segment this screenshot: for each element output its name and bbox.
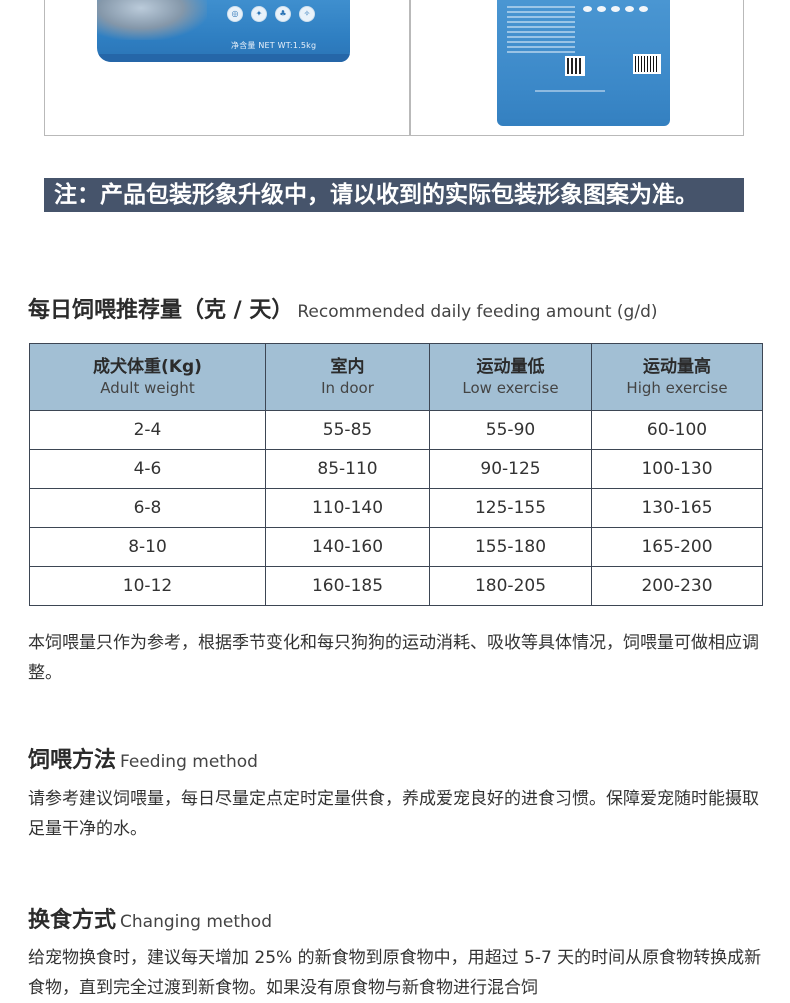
table-cell: 200-230 bbox=[591, 566, 763, 606]
changing-method-text: 给宠物换食时，建议每天增加 25% 的新食物到原食物中，用超过 5-7 天的时间… bbox=[28, 948, 762, 998]
bag-back-text-block bbox=[507, 6, 575, 56]
column-header: 室内 In door bbox=[265, 343, 430, 411]
feeding-amount-heading: 每日饲喂推荐量（克 / 天） Recommended daily feeding … bbox=[28, 292, 658, 324]
feeding-method-title-en: Feeding method bbox=[120, 752, 258, 772]
product-photo-frame bbox=[44, 0, 744, 136]
feeding-method-text: 请参考建议饲喂量，每日尽量定点定时定量供食，养成爱宠良好的进食习惯。保障爱宠随时… bbox=[28, 789, 759, 839]
table-cell: 2-4 bbox=[29, 410, 266, 450]
column-header: 运动量高 High exercise bbox=[591, 343, 763, 411]
table-cell: 85-110 bbox=[265, 449, 430, 489]
bag-back-small-text bbox=[535, 90, 605, 92]
column-header: 成犬体重(Kg) Adult weight bbox=[29, 343, 266, 411]
product-bag-back-image bbox=[497, 0, 670, 126]
table-cell: 180-205 bbox=[429, 566, 592, 606]
column-header-en: High exercise bbox=[626, 379, 728, 397]
product-bag-front-image: ◎ ✦ ♣ ✧ 净含量 NET WT:1.5kg bbox=[97, 0, 350, 62]
table-cell: 4-6 bbox=[29, 449, 266, 489]
table-row: 2-4 55-85 55-90 60-100 bbox=[29, 410, 763, 450]
packaging-notice-banner: 注：产品包装形象升级中，请以收到的实际包装形象图案为准。 bbox=[44, 178, 744, 212]
column-header: 运动量低 Low exercise bbox=[429, 343, 592, 411]
table-cell: 10-12 bbox=[29, 566, 266, 606]
table-cell: 60-100 bbox=[591, 410, 763, 450]
qr-code-icon bbox=[565, 56, 585, 76]
column-header-en: In door bbox=[321, 379, 374, 397]
table-cell: 110-140 bbox=[265, 488, 430, 528]
photo-divider bbox=[409, 0, 411, 136]
table-cell: 140-160 bbox=[265, 527, 430, 567]
table-cell: 130-165 bbox=[591, 488, 763, 528]
column-header-cn: 运动量低 bbox=[476, 357, 545, 377]
feeding-amount-table: 成犬体重(Kg) Adult weight 室内 In door 运动量低 Lo… bbox=[29, 343, 763, 606]
table-row: 6-8 110-140 125-155 130-165 bbox=[29, 488, 763, 528]
changing-method-title-en: Changing method bbox=[120, 912, 272, 932]
changing-method-heading: 换食方式 Changing method bbox=[28, 902, 272, 934]
feeding-method-title-cn: 饲喂方法 bbox=[28, 748, 117, 773]
changing-method-title-cn: 换食方式 bbox=[28, 908, 117, 933]
feature-icon: ◎ bbox=[227, 6, 243, 22]
dog-fur-graphic bbox=[97, 0, 207, 40]
net-weight-label: 净含量 NET WT:1.5kg bbox=[231, 41, 317, 50]
table-cell: 6-8 bbox=[29, 488, 266, 528]
table-cell: 160-185 bbox=[265, 566, 430, 606]
table-cell: 90-125 bbox=[429, 449, 592, 489]
feeding-amount-title-en: Recommended daily feeding amount (g/d) bbox=[297, 302, 658, 322]
table-cell: 165-200 bbox=[591, 527, 763, 567]
bag-back-icon-row bbox=[583, 6, 648, 12]
table-row: 4-6 85-110 90-125 100-130 bbox=[29, 449, 763, 489]
table-cell: 55-90 bbox=[429, 410, 592, 450]
table-header-row: 成犬体重(Kg) Adult weight 室内 In door 运动量低 Lo… bbox=[29, 343, 763, 411]
feeding-amount-title-cn: 每日饲喂推荐量（克 / 天） bbox=[28, 298, 294, 323]
feature-icon: ✧ bbox=[299, 6, 315, 22]
barcode-icon bbox=[633, 54, 661, 74]
table-cell: 55-85 bbox=[265, 410, 430, 450]
column-header-cn: 运动量高 bbox=[643, 357, 711, 377]
column-header-en: Low exercise bbox=[462, 379, 559, 397]
table-cell: 155-180 bbox=[429, 527, 592, 567]
bag-bottom-band bbox=[97, 54, 350, 62]
feature-icon: ♣ bbox=[275, 6, 291, 22]
feeding-method-heading: 饲喂方法 Feeding method bbox=[28, 742, 258, 774]
table-cell: 125-155 bbox=[429, 488, 592, 528]
table-row: 8-10 140-160 155-180 165-200 bbox=[29, 527, 763, 567]
table-cell: 8-10 bbox=[29, 527, 266, 567]
feeding-amount-note: 本饲喂量只作为参考，根据季节变化和每只狗狗的运动消耗、吸收等具体情况，饲喂量可做… bbox=[28, 633, 759, 683]
column-header-en: Adult weight bbox=[100, 379, 195, 397]
feature-icon: ✦ bbox=[251, 6, 267, 22]
feature-icon-row: ◎ ✦ ♣ ✧ bbox=[227, 6, 315, 22]
table-row: 10-12 160-185 180-205 200-230 bbox=[29, 566, 763, 606]
table-cell: 100-130 bbox=[591, 449, 763, 489]
column-header-cn: 室内 bbox=[330, 357, 365, 377]
column-header-cn: 成犬体重(Kg) bbox=[93, 357, 202, 377]
